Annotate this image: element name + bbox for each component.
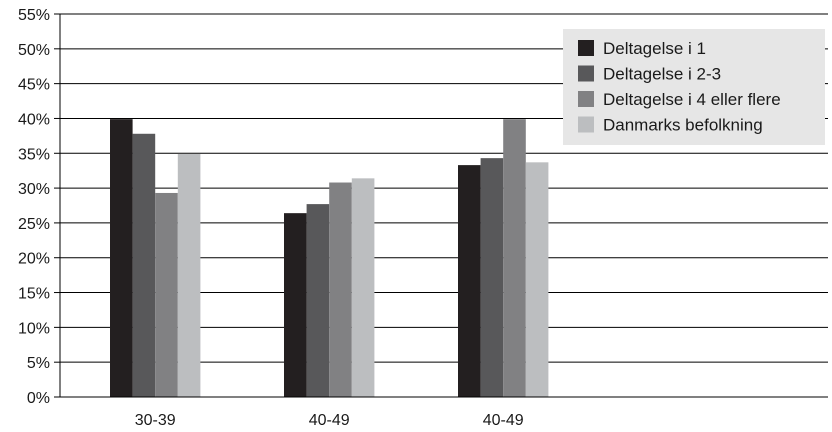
y-tick-label: 40% — [18, 111, 50, 128]
x-tick-label: 40-49 — [309, 412, 350, 429]
y-tick-label: 15% — [18, 286, 50, 303]
y-tick-label: 10% — [18, 320, 50, 337]
y-axis-ticks: 0% 5% 10% 15% 20% 25% 30% 35% 40% 45% 50% 55% — [18, 7, 60, 407]
bar — [480, 158, 504, 397]
bar — [132, 133, 156, 398]
bar — [503, 119, 526, 397]
bar — [177, 153, 201, 397]
legend-label: Danmarks befolkning — [603, 116, 763, 135]
y-tick-label: 55% — [18, 7, 50, 24]
legend-swatch — [578, 116, 594, 133]
y-tick-label: 50% — [18, 42, 50, 59]
y-tick-label: 0% — [27, 390, 50, 407]
legend-label: Deltagelse i 1 — [603, 39, 706, 58]
y-tick-label: 5% — [27, 355, 50, 372]
legend-label: Deltagelse i 4 eller flere — [603, 90, 781, 109]
bar — [110, 119, 133, 397]
bar — [458, 165, 481, 397]
bar — [306, 204, 330, 397]
bar — [329, 182, 352, 397]
y-tick-label: 35% — [18, 146, 50, 163]
bar — [351, 178, 375, 397]
legend-swatch — [578, 65, 594, 82]
bar — [284, 213, 307, 397]
legend-label: Deltagelse i 2-3 — [603, 65, 721, 84]
x-tick-label: 30-39 — [135, 412, 176, 429]
y-tick-label: 45% — [18, 77, 50, 94]
bars — [110, 119, 549, 398]
legend: Deltagelse i 1 Deltagelse i 2-3 Deltagelse… — [563, 29, 825, 145]
x-axis-ticks: 30-39 40-49 40-49 — [135, 412, 524, 429]
legend-background — [563, 29, 825, 145]
bar — [155, 192, 178, 397]
legend-swatch — [578, 91, 594, 107]
x-tick-label: 40-49 — [483, 412, 524, 429]
y-tick-label: 25% — [18, 216, 50, 233]
y-tick-label: 20% — [18, 251, 50, 268]
bar — [525, 162, 549, 397]
legend-swatch — [578, 40, 594, 56]
y-tick-label: 30% — [18, 181, 50, 198]
